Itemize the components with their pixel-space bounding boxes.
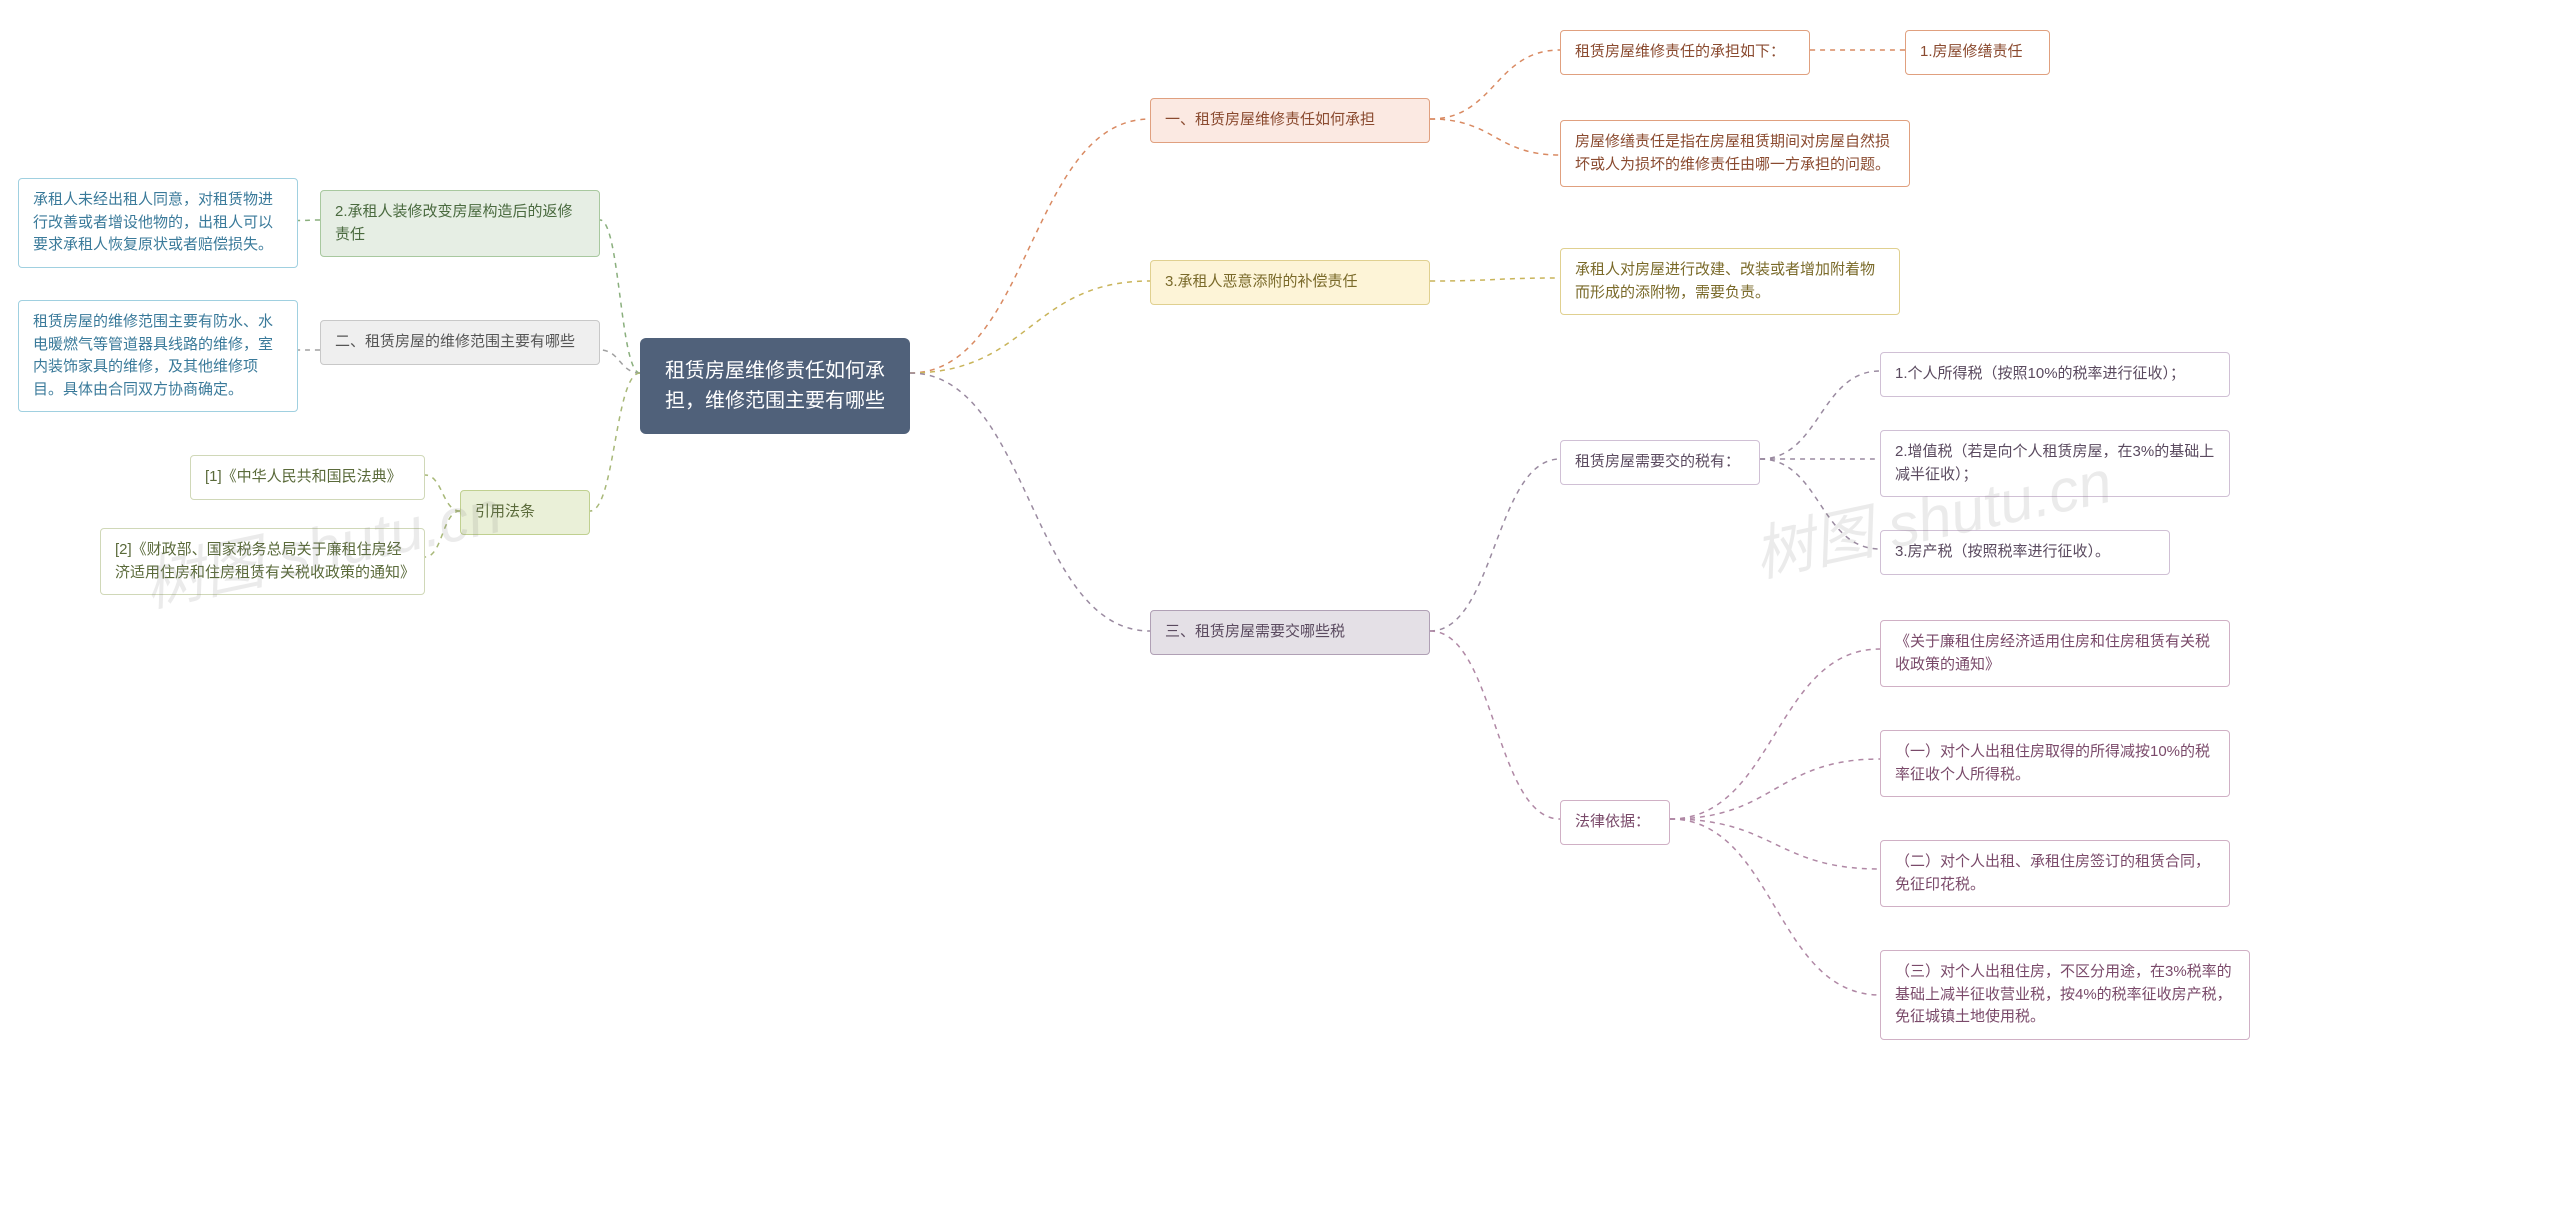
mindmap-node[interactable]: 承租人未经出租人同意，对租赁物进行改善或者增设他物的，出租人可以要求承租人恢复原… xyxy=(18,178,298,268)
mindmap-node[interactable]: 《关于廉租住房经济适用住房和住房租赁有关税收政策的通知》 xyxy=(1880,620,2230,687)
connector xyxy=(1430,459,1560,631)
connector xyxy=(1430,50,1560,119)
mindmap-node[interactable]: 一、租赁房屋维修责任如何承担 xyxy=(1150,98,1430,143)
connector xyxy=(1430,631,1560,819)
connector xyxy=(298,220,320,221)
mindmap-node[interactable]: 租赁房屋的维修范围主要有防水、水电暖燃气等管道器具线路的维修，室内装饰家具的维修… xyxy=(18,300,298,412)
mindmap-node[interactable]: 承租人对房屋进行改建、改装或者增加附着物而形成的添附物，需要负责。 xyxy=(1560,248,1900,315)
connector xyxy=(425,511,460,557)
mindmap-node[interactable]: 3.房产税（按照税率进行征收）。 xyxy=(1880,530,2170,575)
mindmap-node[interactable]: （一）对个人出租住房取得的所得减按10%的税率征收个人所得税。 xyxy=(1880,730,2230,797)
mindmap-node[interactable]: 房屋修缮责任是指在房屋租赁期间对房屋自然损坏或人为损坏的维修责任由哪一方承担的问… xyxy=(1560,120,1910,187)
connector xyxy=(1670,819,1880,869)
mindmap-node[interactable]: 2.承租人装修改变房屋构造后的返修责任 xyxy=(320,190,600,257)
connector xyxy=(1670,819,1880,995)
mindmap-node[interactable]: 租赁房屋维修责任的承担如下： xyxy=(1560,30,1810,75)
connector xyxy=(590,373,640,511)
mindmap-node[interactable]: 租赁房屋需要交的税有： xyxy=(1560,440,1760,485)
connector xyxy=(1430,119,1560,155)
connector xyxy=(600,220,640,373)
connector xyxy=(1670,649,1880,819)
mindmap-node[interactable]: 三、租赁房屋需要交哪些税 xyxy=(1150,610,1430,655)
connector xyxy=(910,373,1150,631)
mindmap-node[interactable]: 3.承租人恶意添附的补偿责任 xyxy=(1150,260,1430,305)
connector xyxy=(1760,371,1880,459)
connector xyxy=(425,475,460,511)
mindmap-node[interactable]: 2.增值税（若是向个人租赁房屋，在3%的基础上减半征收）； xyxy=(1880,430,2230,497)
connector xyxy=(910,281,1150,373)
mindmap-node[interactable]: 法律依据： xyxy=(1560,800,1670,845)
mindmap-node[interactable]: 二、租赁房屋的维修范围主要有哪些 xyxy=(320,320,600,365)
mindmap-node[interactable]: （三）对个人出租住房，不区分用途，在3%税率的基础上减半征收营业税，按4%的税率… xyxy=(1880,950,2250,1040)
root-node[interactable]: 租赁房屋维修责任如何承担，维修范围主要有哪些 xyxy=(640,338,910,434)
connector xyxy=(1760,459,1880,549)
mindmap-node[interactable]: 1.个人所得税（按照10%的税率进行征收）； xyxy=(1880,352,2230,397)
connector xyxy=(600,350,640,373)
mindmap-node[interactable]: 引用法条 xyxy=(460,490,590,535)
mindmap-node[interactable]: （二）对个人出租、承租住房签订的租赁合同，免征印花税。 xyxy=(1880,840,2230,907)
mindmap-node[interactable]: [1]《中华人民共和国民法典》 xyxy=(190,455,425,500)
connector xyxy=(1670,759,1880,819)
connector xyxy=(910,119,1150,373)
mindmap-node[interactable]: [2]《财政部、国家税务总局关于廉租住房经济适用住房和住房租赁有关税收政策的通知… xyxy=(100,528,425,595)
mindmap-node[interactable]: 1.房屋修缮责任 xyxy=(1905,30,2050,75)
connector xyxy=(1430,278,1560,281)
